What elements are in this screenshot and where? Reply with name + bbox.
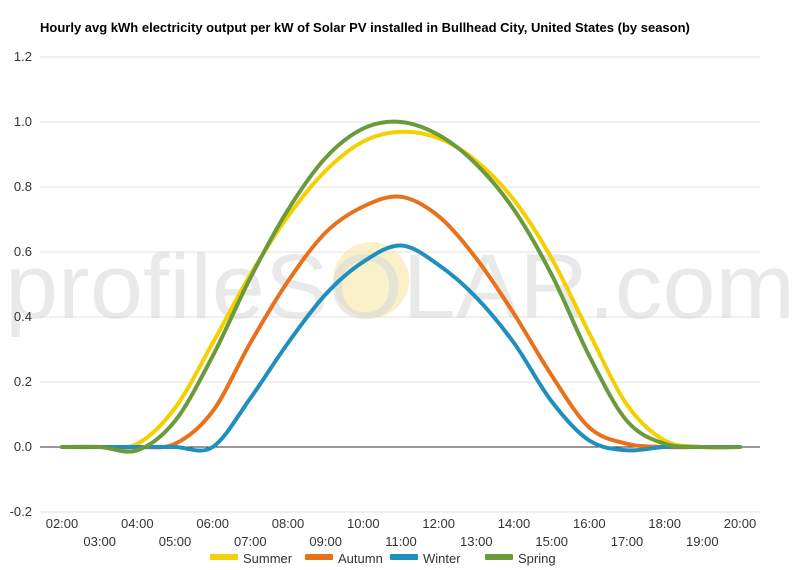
legend-label-winter: Winter (423, 551, 461, 566)
y-tick-label: 0.0 (14, 439, 32, 454)
series-layer (60, 119, 742, 454)
x-tick-label: 20:00 (724, 516, 757, 531)
x-tick-label: 19:00 (686, 534, 719, 549)
x-tick-label: 13:00 (460, 534, 493, 549)
legend-label-spring: Spring (518, 551, 556, 566)
x-tick-label: 09:00 (309, 534, 342, 549)
x-tick-label: 02:00 (46, 516, 79, 531)
x-tick-label: 18:00 (648, 516, 681, 531)
x-tick-label: 14:00 (498, 516, 531, 531)
legend: Summer Autumn Winter Spring (210, 551, 556, 566)
series-line-spring (60, 119, 742, 454)
x-tick-label: 15:00 (535, 534, 568, 549)
watermark-text: profileSOLAR.com (5, 236, 795, 338)
y-tick-label: 1.0 (14, 114, 32, 129)
x-tick-label: 12:00 (422, 516, 455, 531)
watermark-layer: profileSOLAR.com (5, 236, 795, 338)
y-tick-label: 0.6 (14, 244, 32, 259)
legend-swatch-summer (210, 554, 238, 560)
series-line-autumn (60, 194, 742, 450)
x-tick-label: 16:00 (573, 516, 606, 531)
x-tick-label: 03:00 (83, 534, 116, 549)
legend-swatch-spring (485, 554, 513, 560)
x-tick-label: 05:00 (159, 534, 192, 549)
x-tick-label: 17:00 (611, 534, 644, 549)
legend-swatch-autumn (305, 554, 333, 560)
y-tick-label: -0.2 (10, 504, 32, 519)
legend-swatch-winter (390, 554, 418, 560)
x-tick-label: 10:00 (347, 516, 380, 531)
x-tick-label: 04:00 (121, 516, 154, 531)
series-line-summer (60, 129, 742, 450)
x-tick-label: 08:00 (272, 516, 305, 531)
legend-label-autumn: Autumn (338, 551, 383, 566)
y-tick-label: 0.8 (14, 179, 32, 194)
y-tick-label: 0.4 (14, 309, 32, 324)
x-tick-label: 11:00 (385, 534, 417, 549)
y-tick-label: 0.2 (14, 374, 32, 389)
series-line-winter (60, 243, 742, 453)
y-tick-label: 1.2 (14, 49, 32, 64)
legend-label-summer: Summer (243, 551, 293, 566)
watermark-sun (333, 242, 409, 318)
axis-labels-layer: 1.2 1.0 0.8 0.6 0.4 0.2 0.0 -0.2 02:00 04:00 06:00… (10, 49, 757, 549)
x-tick-label: 07:00 (234, 534, 267, 549)
x-tick-label: 06:00 (196, 516, 229, 531)
chart-title: Hourly avg kWh electricity output per kW… (40, 20, 690, 35)
